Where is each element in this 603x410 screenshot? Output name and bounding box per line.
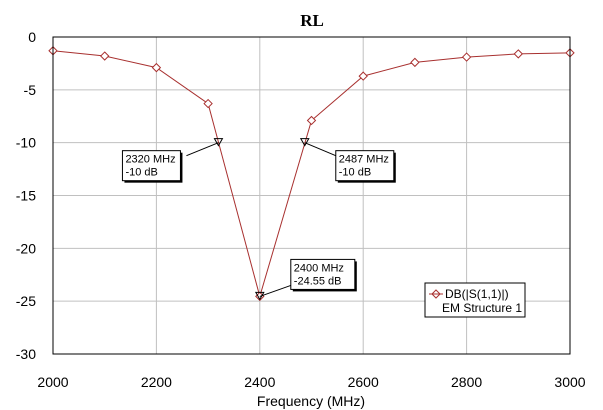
marker-label-box <box>290 258 356 290</box>
legend-series-name: DB(|S(1,1)|) <box>445 287 509 301</box>
x-tick-label: 2600 <box>348 374 379 390</box>
data-point <box>203 98 213 109</box>
marker-label-value: -10 dB <box>339 167 371 179</box>
x-tick-label: 2400 <box>244 374 275 390</box>
legend[interactable]: DB(|S(1,1)|) EM Structure 1 <box>424 282 526 318</box>
x-tick-label: 2000 <box>37 374 68 390</box>
marker-label-value: -24.55 dB <box>294 275 342 287</box>
data-point <box>99 51 110 61</box>
marker-label-box <box>335 150 395 182</box>
y-tick-label: 0 <box>28 29 36 45</box>
x-tick-label: 3000 <box>554 374 585 390</box>
marker-label-frequency: 2487 MHz <box>339 154 389 166</box>
marker-label-frequency: 2320 MHz <box>125 154 175 166</box>
marker-leader-line <box>259 284 291 297</box>
data-point <box>151 62 162 73</box>
legend-box <box>424 282 526 318</box>
data-point <box>461 52 472 62</box>
marker-triangle-icon[interactable] <box>299 138 310 147</box>
x-axis-label: Frequency (MHz) <box>257 393 365 409</box>
y-tick-label: -30 <box>16 346 36 362</box>
marker-label-frequency: 2400 MHz <box>294 262 344 274</box>
data-point <box>358 71 368 81</box>
data-point <box>513 49 524 59</box>
x-tick-label: 2800 <box>451 374 482 390</box>
marker-leader-line <box>304 142 336 157</box>
marker-triangle-icon[interactable] <box>213 138 224 147</box>
marker-triangle-icon[interactable] <box>254 291 265 301</box>
data-point <box>410 57 420 68</box>
legend-marker-icon <box>431 289 441 299</box>
x-tick-label: 2200 <box>141 374 172 390</box>
y-tick-label: -5 <box>24 82 37 98</box>
marker-label-box <box>121 150 181 182</box>
y-tick-label: -10 <box>16 135 36 151</box>
series-layer <box>48 46 575 302</box>
legend-series-subtitle: EM Structure 1 <box>442 301 522 315</box>
ticks: 2000 2200 2400 2600 2800 3000 0 -5 -10 -15 -20 -25 -… <box>16 29 586 390</box>
y-tick-label: -20 <box>16 240 36 256</box>
data-point <box>306 115 317 126</box>
marker-label-value: -10 dB <box>125 167 157 179</box>
y-tick-label: -25 <box>16 293 36 309</box>
marker-leader-line <box>186 142 219 157</box>
chart-title: RL <box>300 11 324 30</box>
y-tick-label: -15 <box>16 188 36 204</box>
plot-frame <box>52 36 571 355</box>
